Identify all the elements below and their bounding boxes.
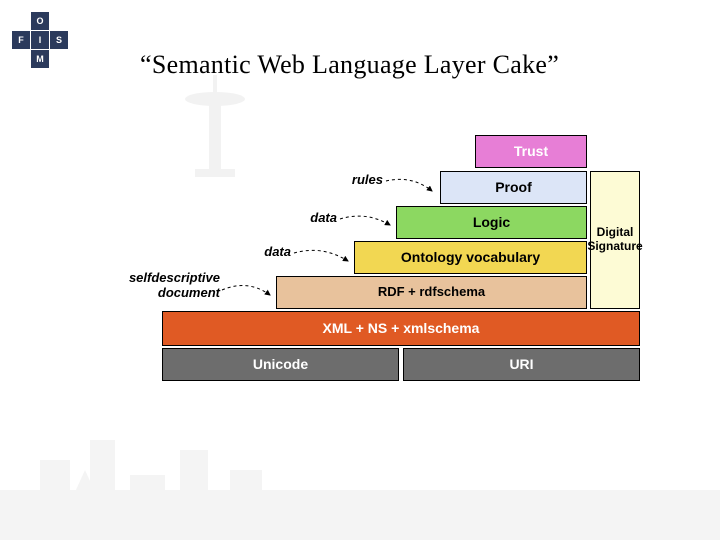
layer-unicode: Unicode bbox=[162, 348, 399, 381]
layer-digsig: Digital Signature bbox=[590, 171, 640, 309]
logo-letter-f: F bbox=[18, 35, 24, 45]
layer-logic: Logic bbox=[396, 206, 587, 239]
logo-letter-m: M bbox=[36, 54, 44, 64]
page-title: “Semantic Web Language Layer Cake” bbox=[140, 50, 559, 80]
annotation-data1: data bbox=[282, 210, 337, 225]
arrow-data1 bbox=[340, 216, 390, 225]
logo-letter-s: S bbox=[56, 35, 62, 45]
layer-ontology: Ontology vocabulary bbox=[354, 241, 587, 274]
layer-xml: XML + NS + xmlschema bbox=[162, 311, 640, 346]
arrow-data2 bbox=[294, 250, 348, 261]
logo-letter-o: O bbox=[36, 16, 43, 26]
annotation-selfdesc: selfdescriptive document bbox=[118, 270, 220, 300]
annotation-data2: data bbox=[236, 244, 291, 259]
layer-trust: Trust bbox=[475, 135, 587, 168]
logo: O F I S M bbox=[12, 12, 68, 68]
arrow-rules bbox=[386, 179, 432, 191]
layer-rdf: RDF + rdfschema bbox=[276, 276, 587, 309]
layer-uri: URI bbox=[403, 348, 640, 381]
logo-letter-i: I bbox=[39, 35, 42, 45]
arrow-selfdesc bbox=[222, 286, 270, 295]
annotation-rules: rules bbox=[328, 172, 383, 187]
layer-proof: Proof bbox=[440, 171, 587, 204]
layer-cake-diagram: TrustProofLogicOntology vocabularyRDF + … bbox=[100, 135, 640, 455]
